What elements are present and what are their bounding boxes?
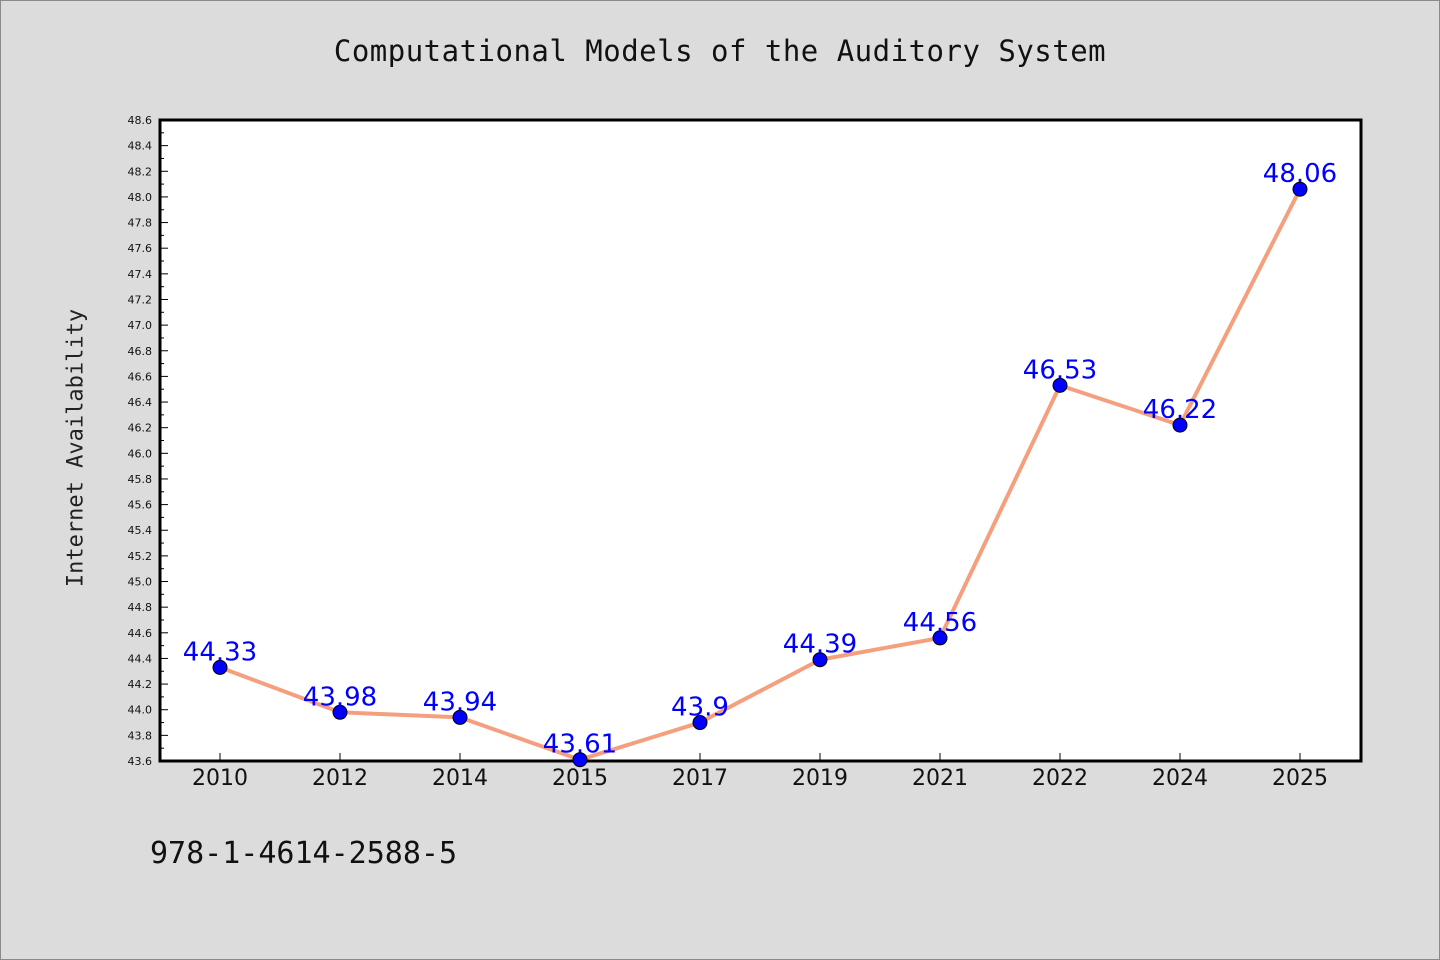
- y-tick-label: 47.8: [128, 217, 153, 230]
- data-point: [812, 652, 828, 668]
- y-tick-label: 43.8: [128, 729, 153, 742]
- data-point: [572, 752, 588, 768]
- y-tick-label: 47.4: [128, 268, 153, 281]
- data-point: [1052, 377, 1068, 393]
- y-tick-label: 48.4: [128, 140, 153, 153]
- y-tick-label: 46.6: [128, 370, 153, 383]
- data-point: [332, 704, 348, 720]
- data-point: [452, 709, 468, 725]
- x-tick-label: 2022: [1032, 766, 1088, 791]
- plot-area: [158, 118, 1363, 763]
- x-tick-label: 2010: [192, 766, 248, 791]
- y-tick-label: 44.8: [128, 601, 153, 614]
- y-tick-label: 46.2: [128, 422, 153, 435]
- y-tick-label: 47.2: [128, 293, 153, 306]
- x-tick-label: 2024: [1152, 766, 1208, 791]
- footer-isbn: 978-1-4614-2588-5: [150, 836, 458, 871]
- x-tick-label: 2017: [672, 766, 728, 791]
- data-point: [932, 630, 948, 646]
- data-point: [1172, 417, 1188, 433]
- data-label: 43.98: [303, 682, 377, 712]
- data-label: 48.06: [1263, 159, 1337, 189]
- y-tick-label: 45.2: [128, 550, 153, 563]
- y-tick-label: 44.0: [128, 704, 153, 717]
- y-tick-label: 46.4: [128, 396, 153, 409]
- y-tick-label: 47.6: [128, 242, 153, 255]
- x-tick-label: 2014: [432, 766, 488, 791]
- data-label: 43.61: [543, 730, 617, 760]
- data-label: 44.39: [783, 630, 857, 660]
- y-tick-label: 48.6: [128, 114, 153, 127]
- y-tick-label: 45.8: [128, 473, 153, 486]
- x-tick-label: 2015: [552, 766, 608, 791]
- data-point: [1292, 181, 1308, 197]
- data-label: 46.22: [1143, 395, 1217, 425]
- x-tick-label: 2019: [792, 766, 848, 791]
- x-tick-label: 2021: [912, 766, 968, 791]
- data-label: 44.56: [903, 608, 977, 638]
- y-tick-label: 46.8: [128, 345, 153, 358]
- y-tick-label: 48.2: [128, 165, 153, 178]
- y-tick-label: 44.2: [128, 678, 153, 691]
- data-label: 43.94: [423, 687, 497, 717]
- y-tick-label: 44.4: [128, 652, 153, 665]
- y-tick-label: 45.4: [128, 524, 153, 537]
- data-label: 44.33: [183, 637, 257, 667]
- chart-title: Computational Models of the Auditory Sys…: [333, 34, 1107, 68]
- data-point: [212, 659, 228, 675]
- series-line: [219, 188, 1302, 762]
- y-tick-label: 45.6: [128, 499, 153, 512]
- data-label: 46.53: [1023, 355, 1097, 385]
- y-tick-label: 45.0: [128, 576, 153, 589]
- data-label: 43.9: [671, 693, 729, 723]
- y-tick-label: 47.0: [128, 319, 153, 332]
- x-tick-label: 2025: [1272, 766, 1328, 791]
- y-tick-label: 48.0: [128, 191, 153, 204]
- y-tick-label: 44.6: [128, 627, 153, 640]
- x-tick-label: 2012: [312, 766, 368, 791]
- y-tick-label: 46.0: [128, 447, 153, 460]
- data-point: [692, 715, 708, 731]
- y-tick-label: 43.6: [128, 755, 153, 768]
